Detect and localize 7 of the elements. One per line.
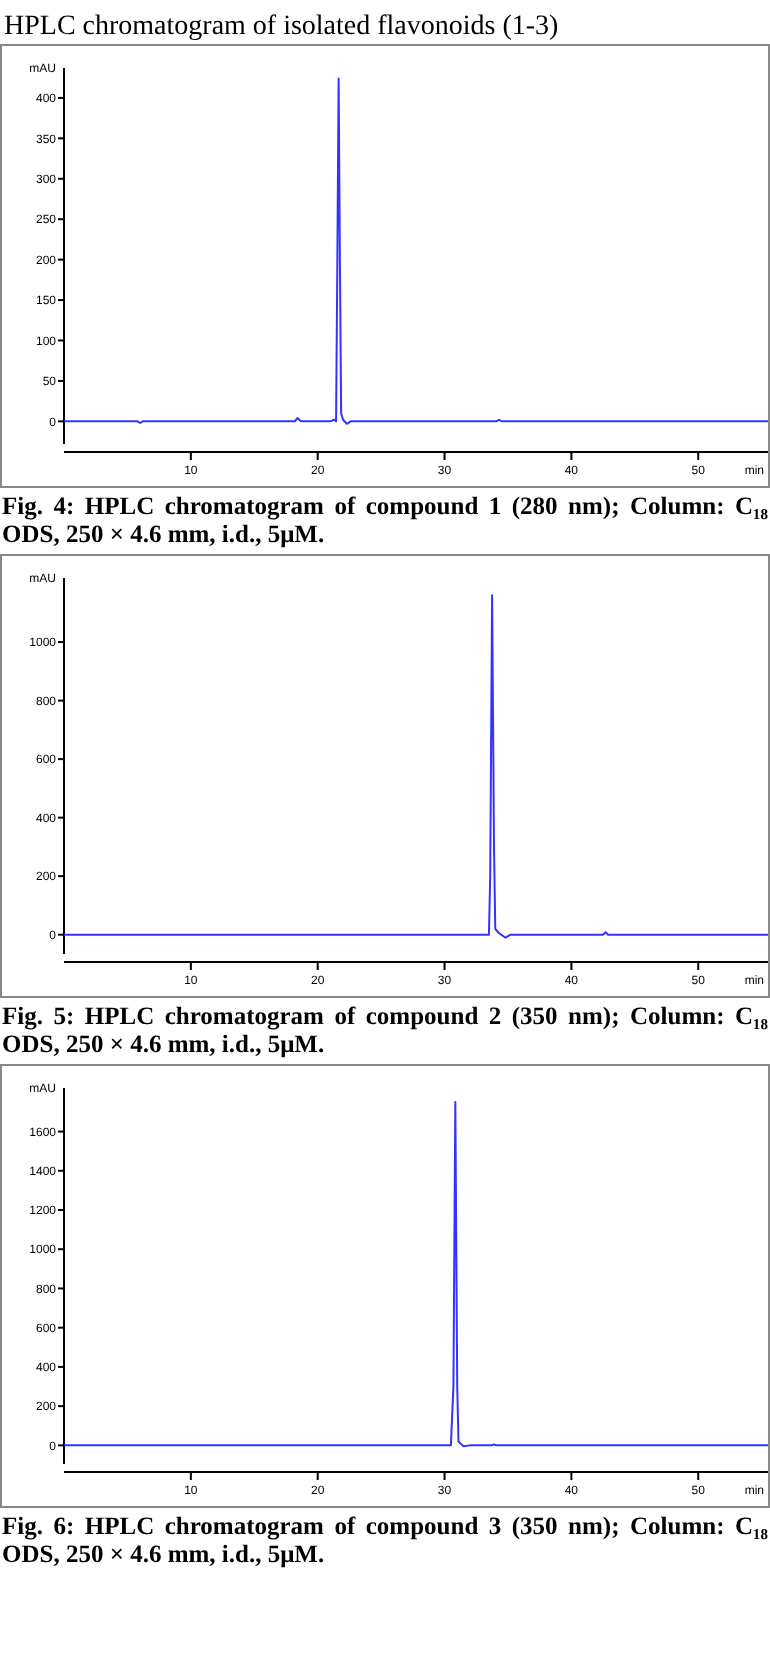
caption: Fig. 4: HPLC chromatogram of compound 1 (280 nm); Column: C₁₈ ODS, 250 × 4.6 mm, i.d., 5μM. <box>0 490 770 552</box>
line-series <box>63 1101 769 1448</box>
chart-title: HPLC chromatogram of isolated flavonoids (1-3) <box>2 10 561 44</box>
caption: Fig. 6: HPLC chromatogram of compound 3 (350 nm); Column: C₁₈ ODS, 250 × 4.6 mm, i.d., 5μM. <box>0 1510 770 1572</box>
line-series <box>63 594 769 939</box>
caption: Fig. 5: HPLC chromatogram of compound 2 (350 nm); Column: C₁₈ ODS, 250 × 4.6 mm, i.d., 5μM. <box>0 1000 770 1062</box>
line-series <box>63 77 769 425</box>
